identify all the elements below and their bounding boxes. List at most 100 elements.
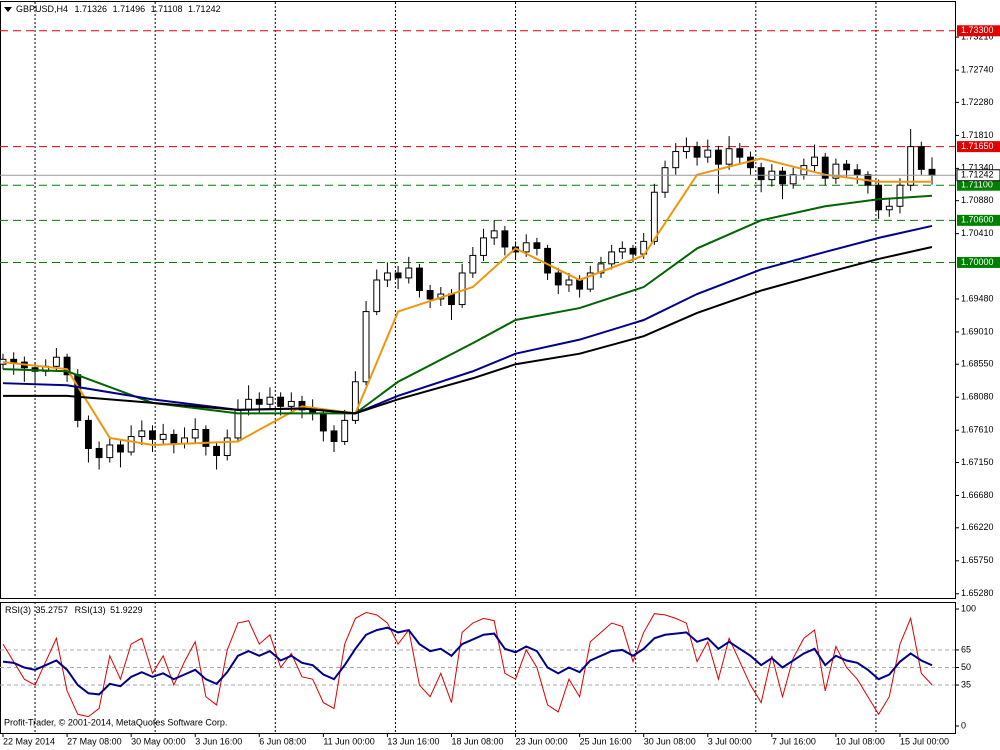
- candle-body: [52, 356, 60, 367]
- candle-body: [191, 429, 199, 439]
- candle-body: [223, 437, 231, 456]
- level-label-box: [957, 25, 1000, 37]
- candle-body: [917, 146, 925, 170]
- x-tick-label: 3 Jul 00:00: [708, 736, 752, 746]
- y-tick-label: 1.72740: [961, 64, 994, 74]
- candle-body: [170, 433, 178, 445]
- high: 1.71496: [113, 4, 146, 14]
- y-tick-label: 1.68550: [961, 359, 994, 369]
- candle-body: [394, 272, 402, 279]
- x-tick-label: 23 Jun 00:00: [516, 736, 568, 746]
- candle-body: [138, 430, 146, 438]
- candle-body: [106, 444, 114, 459]
- symbol: GBPUSD,H4: [16, 4, 68, 14]
- rsi-value: 51.9229: [110, 605, 143, 615]
- rsi-name: RSI(13): [75, 605, 106, 615]
- candle-body: [779, 170, 786, 185]
- candle-body: [84, 419, 92, 449]
- candle-body: [661, 167, 669, 193]
- y-tick-label: 1.71810: [961, 130, 994, 140]
- candle-body: [213, 445, 220, 456]
- candle-body: [757, 167, 765, 181]
- candle-body: [490, 230, 498, 239]
- candle-body: [597, 263, 605, 274]
- candle-body: [875, 184, 883, 211]
- candle-body: [736, 148, 744, 158]
- candle-body: [351, 381, 359, 421]
- y-tick-label: 1.69010: [961, 326, 994, 336]
- level-label: 1.70000: [961, 257, 994, 267]
- candle-body: [832, 163, 840, 179]
- candle-body: [255, 398, 263, 405]
- candle-body: [383, 272, 391, 281]
- candle-body: [245, 398, 253, 411]
- candle-body: [907, 146, 915, 186]
- x-tick-label: 27 May 08:00: [67, 736, 122, 746]
- rsi-name: RSI(3): [5, 605, 31, 615]
- level-label: 1.73300: [961, 25, 994, 35]
- copyright: Profit-Trader, © 2001-2014, MetaQuotes S…: [4, 717, 227, 727]
- candle-body: [330, 430, 338, 442]
- x-tick-label: 3 Jun 16:00: [195, 736, 242, 746]
- candle-body: [650, 191, 658, 242]
- candle-body: [853, 169, 861, 176]
- level-label: 1.71650: [961, 141, 994, 151]
- y-tick-label: 1.72280: [961, 97, 994, 107]
- y-tick-label: 1.73210: [961, 31, 994, 41]
- candle-body: [618, 247, 626, 253]
- candle-body: [287, 400, 295, 407]
- level-label: 1.70600: [961, 215, 994, 225]
- y-tick-label: 1.71340: [961, 163, 994, 173]
- x-tick-label: 6 Jun 08:00: [259, 736, 306, 746]
- candle-body: [159, 433, 167, 440]
- level-label-box: [957, 256, 1000, 268]
- current-price-box: [956, 169, 1000, 182]
- candle-body: [319, 412, 327, 432]
- y-tick-label: 1.69480: [961, 293, 994, 303]
- candle-body: [629, 247, 637, 255]
- current-price-label: 1.71242: [961, 170, 994, 180]
- menu-icon[interactable]: [4, 7, 12, 12]
- candle-body: [362, 311, 370, 383]
- level-label-box: [957, 179, 1000, 191]
- level-label-box: [957, 214, 1000, 226]
- x-tick-label: 25 Jun 16:00: [580, 736, 632, 746]
- candle-body: [821, 156, 829, 179]
- candle-body: [672, 151, 680, 169]
- moving-average: [2, 224, 933, 415]
- y-tick-label: 1.66220: [961, 522, 994, 532]
- candle-body: [693, 146, 701, 158]
- x-tick-label: 30 Jun 08:00: [644, 736, 696, 746]
- candle-body: [704, 149, 712, 158]
- x-tick-label: 15 Jul 00:00: [900, 736, 949, 746]
- candle-body: [928, 168, 936, 176]
- y-tick-label: 1.70880: [961, 195, 994, 205]
- rsi-header: RSI(3) 35.2757 RSI(13) 51.9229: [5, 605, 143, 615]
- open: 1.71326: [75, 4, 108, 14]
- level-label-box: [957, 141, 1000, 153]
- y-tick-label: 1.65280: [961, 588, 994, 598]
- y-tick-label: 1.67150: [961, 457, 994, 467]
- rsi-y-tick-label: 50: [961, 662, 971, 672]
- candle-body: [608, 251, 616, 265]
- rsi-y-tick-label: 100: [961, 603, 976, 613]
- candle-body: [715, 149, 722, 165]
- candle-body: [682, 146, 690, 153]
- candle-body: [202, 429, 210, 447]
- close: 1.71242: [188, 4, 221, 14]
- moving-average: [3, 246, 933, 415]
- x-tick-label: 11 Jun 00:00: [323, 736, 374, 746]
- candle-body: [554, 272, 562, 286]
- candle-body: [469, 254, 477, 274]
- candle-body: [885, 205, 893, 211]
- candle-body: [266, 396, 274, 405]
- candle-body: [522, 242, 530, 253]
- candle-body: [10, 358, 18, 363]
- y-tick-label: 1.67610: [961, 425, 994, 435]
- level-label: 1.71100: [961, 180, 993, 190]
- candle-body: [416, 267, 423, 292]
- rsi-y-tick-label: 65: [961, 644, 971, 654]
- candle-body: [544, 247, 552, 274]
